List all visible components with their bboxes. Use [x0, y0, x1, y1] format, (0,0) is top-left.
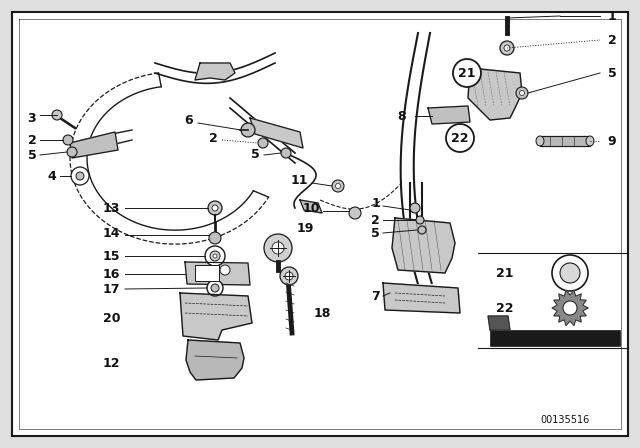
- Circle shape: [516, 87, 528, 99]
- Circle shape: [504, 45, 510, 51]
- Text: 4: 4: [47, 169, 56, 182]
- Circle shape: [211, 284, 219, 292]
- Text: 7: 7: [371, 289, 380, 302]
- Ellipse shape: [586, 136, 594, 146]
- Text: 2: 2: [209, 132, 218, 145]
- Polygon shape: [383, 283, 460, 313]
- Text: 18: 18: [314, 306, 331, 319]
- Circle shape: [71, 167, 89, 185]
- Circle shape: [264, 234, 292, 262]
- FancyBboxPatch shape: [195, 265, 219, 281]
- Polygon shape: [250, 118, 303, 148]
- Circle shape: [209, 232, 221, 244]
- Text: 6: 6: [184, 113, 193, 126]
- Text: 13: 13: [102, 202, 120, 215]
- Text: 11: 11: [291, 173, 308, 186]
- Polygon shape: [70, 132, 118, 158]
- Text: 1: 1: [607, 9, 616, 22]
- Text: 9: 9: [608, 134, 616, 147]
- Circle shape: [208, 201, 222, 215]
- Polygon shape: [195, 63, 235, 80]
- Circle shape: [285, 272, 293, 280]
- Text: 2: 2: [371, 214, 380, 227]
- Text: 00135516: 00135516: [540, 415, 589, 425]
- Circle shape: [241, 123, 255, 137]
- Circle shape: [416, 216, 424, 224]
- Circle shape: [500, 41, 514, 55]
- Polygon shape: [300, 200, 322, 213]
- Circle shape: [453, 59, 481, 87]
- Polygon shape: [552, 290, 588, 326]
- Text: 8: 8: [397, 109, 406, 122]
- FancyBboxPatch shape: [12, 12, 628, 436]
- Circle shape: [410, 203, 420, 213]
- Circle shape: [552, 255, 588, 291]
- Text: 3: 3: [28, 112, 36, 125]
- Text: 22: 22: [496, 302, 514, 314]
- Polygon shape: [488, 316, 510, 330]
- Circle shape: [220, 265, 230, 275]
- Circle shape: [349, 207, 361, 219]
- Circle shape: [332, 180, 344, 192]
- Text: 16: 16: [102, 267, 120, 280]
- Circle shape: [205, 246, 225, 266]
- Circle shape: [446, 124, 474, 152]
- Text: 5: 5: [28, 148, 36, 161]
- Text: 10: 10: [303, 202, 320, 215]
- Text: 5: 5: [371, 227, 380, 240]
- Text: 2: 2: [607, 34, 616, 47]
- Text: 5: 5: [252, 147, 260, 160]
- Text: 14: 14: [102, 227, 120, 240]
- Circle shape: [520, 90, 525, 95]
- Ellipse shape: [536, 136, 544, 146]
- Circle shape: [76, 172, 84, 180]
- Circle shape: [212, 205, 218, 211]
- Circle shape: [213, 254, 217, 258]
- Text: 17: 17: [102, 283, 120, 296]
- Circle shape: [258, 138, 268, 148]
- Circle shape: [207, 280, 223, 296]
- Polygon shape: [392, 218, 455, 273]
- Polygon shape: [186, 340, 244, 380]
- Polygon shape: [540, 136, 590, 146]
- Text: 1: 1: [371, 197, 380, 210]
- Text: 22: 22: [451, 132, 468, 145]
- Polygon shape: [428, 106, 470, 124]
- Text: 2: 2: [28, 134, 36, 146]
- Text: 21: 21: [496, 267, 514, 280]
- Text: 20: 20: [102, 311, 120, 324]
- Text: 12: 12: [102, 357, 120, 370]
- Text: 5: 5: [607, 66, 616, 79]
- Circle shape: [67, 147, 77, 157]
- Circle shape: [418, 226, 426, 234]
- Polygon shape: [468, 68, 522, 120]
- Circle shape: [272, 242, 284, 254]
- Circle shape: [52, 110, 62, 120]
- Polygon shape: [180, 293, 252, 340]
- Circle shape: [560, 263, 580, 283]
- Text: 19: 19: [296, 221, 314, 234]
- Text: 15: 15: [102, 250, 120, 263]
- Circle shape: [280, 267, 298, 285]
- Text: 21: 21: [458, 66, 476, 79]
- FancyBboxPatch shape: [490, 330, 620, 346]
- Circle shape: [63, 135, 73, 145]
- Circle shape: [563, 301, 577, 315]
- Circle shape: [210, 251, 220, 261]
- Circle shape: [281, 148, 291, 158]
- Circle shape: [335, 184, 340, 189]
- Polygon shape: [185, 262, 250, 285]
